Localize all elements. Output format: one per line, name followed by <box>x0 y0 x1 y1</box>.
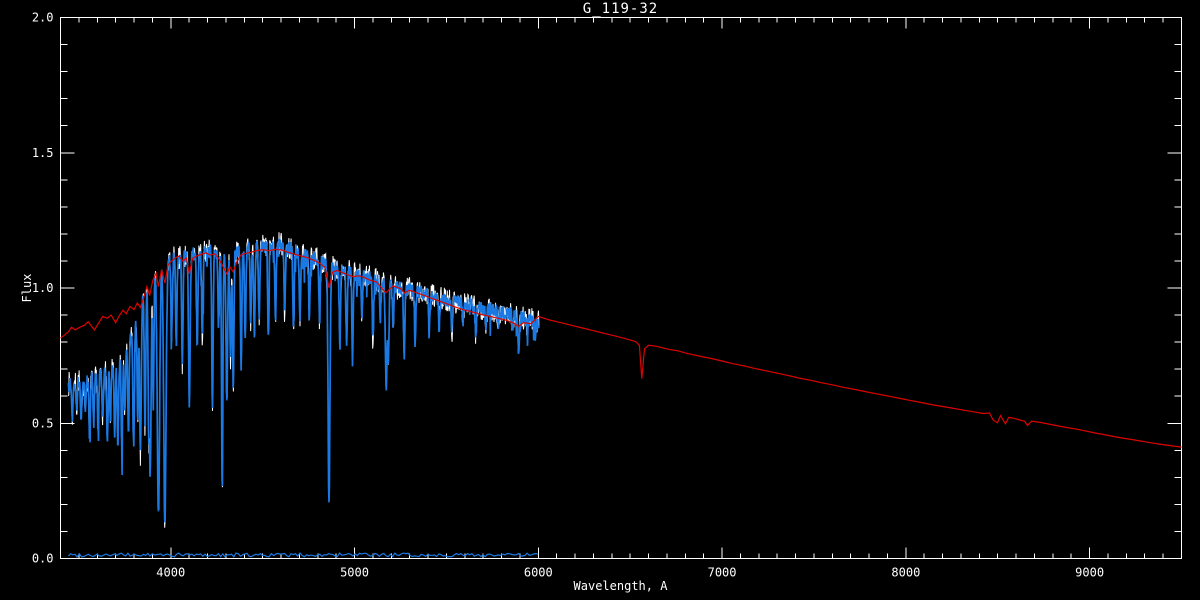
error-spectrum <box>67 552 539 558</box>
x-tick-label: 6000 <box>524 566 553 580</box>
y-tick-label: 0.5 <box>32 416 54 430</box>
x-tick-label: 5000 <box>340 566 369 580</box>
y-tick-label: 2.0 <box>32 11 54 25</box>
x-tick-label: 7000 <box>708 566 737 580</box>
x-tick-label: 8000 <box>891 566 920 580</box>
x-tick-label: 4000 <box>156 566 185 580</box>
y-axis-label: Flux <box>20 273 34 303</box>
y-tick-label: 1.0 <box>32 281 54 295</box>
x-tick-label: 9000 <box>1075 566 1104 580</box>
y-tick-label: 1.5 <box>32 146 54 160</box>
plot-title: G_119-32 <box>582 1 659 17</box>
x-axis-label: Wavelength, A <box>573 579 668 593</box>
y-tick-label: 0.0 <box>32 552 54 566</box>
model-spectrum <box>60 248 1182 448</box>
observed-spectrum <box>67 237 540 523</box>
